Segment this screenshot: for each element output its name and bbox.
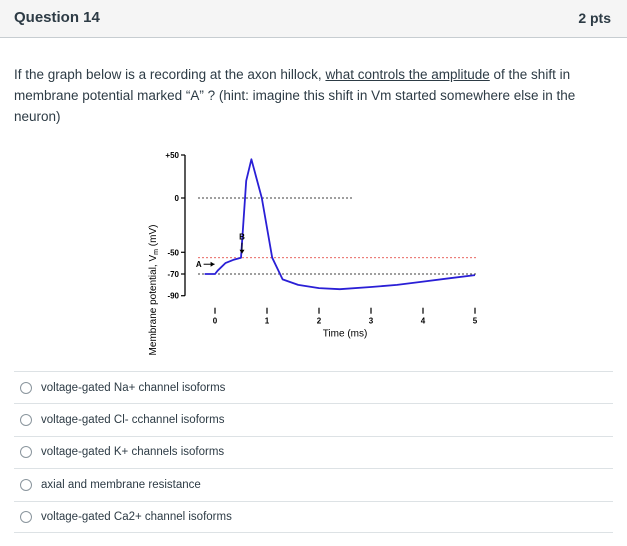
x-tick-label: 4 — [421, 317, 426, 326]
question-text-start: If the graph below is a recording at the… — [14, 67, 326, 82]
question-points: 2 pts — [578, 10, 611, 26]
y-tick-label: -90 — [167, 292, 179, 301]
radio-button[interactable] — [20, 478, 32, 491]
answer-option[interactable]: voltage-gated K+ channels isoforms — [14, 435, 613, 468]
answer-label: voltage-gated Cl- cchannel isoforms — [41, 414, 225, 427]
action-potential-figure: Membrane potential, Vm (mV) +50 0 -50 -70 -9… — [140, 140, 500, 355]
radio-button[interactable] — [20, 446, 32, 459]
answer-list: voltage-gated Na+ channel isoforms voltag… — [14, 371, 613, 533]
y-tick-label: +50 — [165, 151, 179, 160]
question-text: If the graph below is a recording at the… — [14, 64, 609, 127]
question-text-end: of the shift in membrane potential marke… — [14, 67, 576, 124]
y-tick-label: -70 — [167, 270, 179, 279]
question-header: Question 14 2 pts — [0, 0, 627, 38]
x-tick-label: 2 — [317, 317, 322, 326]
marker-a-arrowhead — [210, 261, 215, 267]
y-axis-label: Membrane potential, Vm (mV) — [148, 225, 160, 355]
x-tick-label: 1 — [265, 317, 270, 326]
answer-label: axial and membrane resistance — [41, 478, 201, 491]
x-tick-label: 3 — [369, 317, 374, 326]
radio-button[interactable] — [20, 510, 32, 523]
answer-option[interactable]: voltage-gated Cl- cchannel isoforms — [14, 403, 613, 435]
question-title: Question 14 — [14, 9, 100, 26]
answer-label: voltage-gated K+ channels isoforms — [41, 446, 225, 459]
answer-label: voltage-gated Ca2+ channel isoforms — [41, 510, 232, 523]
answer-option[interactable]: axial and membrane resistance — [14, 468, 613, 500]
answer-option[interactable]: voltage-gated Ca2+ channel isoforms — [14, 500, 613, 533]
marker-a-label: A — [196, 260, 202, 269]
answer-option[interactable]: voltage-gated Na+ channel isoforms — [14, 371, 613, 403]
y-tick-label: 0 — [175, 194, 180, 203]
radio-button[interactable] — [20, 414, 32, 427]
marker-b-arrowhead — [239, 249, 245, 254]
marker-b-label: B — [239, 233, 245, 242]
y-tick-label: -50 — [167, 248, 179, 257]
question-text-underlined: what controls the amplitude — [325, 67, 490, 82]
radio-button[interactable] — [20, 381, 32, 394]
x-tick-label: 5 — [473, 317, 478, 326]
membrane-trace — [204, 158, 476, 291]
x-tick-label: 0 — [213, 317, 218, 326]
x-axis-label: Time (ms) — [323, 329, 368, 340]
action-potential-chart: Membrane potential, Vm (mV) +50 0 -50 -70 -9… — [148, 151, 478, 355]
answer-label: voltage-gated Na+ channel isoforms — [41, 381, 226, 394]
